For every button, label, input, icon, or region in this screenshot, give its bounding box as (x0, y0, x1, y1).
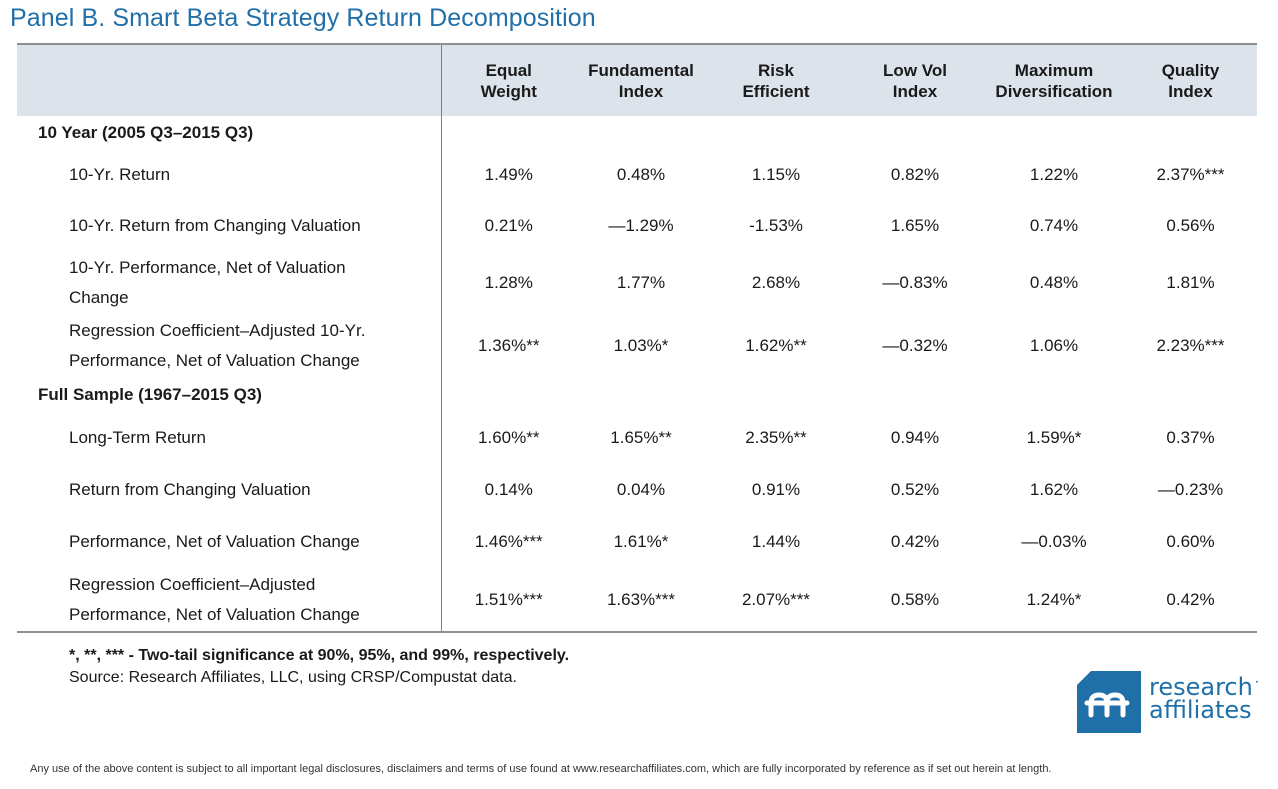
column-header: Maximum Diversification (995, 60, 1113, 101)
row-label: Regression Coefficient–Adjusted 10-Yr. Pe… (17, 314, 442, 378)
table-row: Long-Term Return 1.60%** 1.65%** 2.35%**… (17, 412, 1257, 464)
row-label: 10-Yr. Return from Changing Valuation (17, 200, 442, 251)
row-label: Regression Coefficient–Adjusted Performan… (17, 568, 442, 632)
section-header-row: 10 Year (2005 Q3–2015 Q3) (17, 116, 1257, 150)
table-cell: 0.74% (1029, 215, 1079, 235)
table-cell: 1.65% (890, 215, 940, 235)
table-row: 10-Yr. Return from Changing Valuation 0.… (17, 200, 1257, 251)
table-header-row: Equal Weight Fundamental Index Risk Efficie… (17, 44, 1257, 116)
table-cell: 1.51%*** (474, 589, 543, 609)
table-cell: 2.23%*** (1156, 336, 1225, 355)
table-cell: 1.77% (616, 272, 666, 292)
row-label: Long-Term Return (17, 412, 442, 464)
table-cell: 0.42% (890, 532, 940, 551)
table-cell: 2.07%*** (741, 589, 811, 609)
table-row: 10-Yr. Performance, Net of Valuation Chan… (17, 251, 1257, 314)
row-label: 10-Yr. Performance, Net of Valuation Chan… (17, 251, 442, 314)
column-header: Low Vol Index (883, 60, 947, 101)
table-row: Return from Changing Valuation 0.14% 0.0… (17, 464, 1257, 516)
table-cell: —1.29% (608, 215, 674, 235)
table-cell: 1.81% (1166, 272, 1215, 292)
table-row: Performance, Net of Valuation Change 1.4… (17, 516, 1257, 568)
table-cell: 0.14% (484, 480, 533, 499)
table-cell: —0.83% (882, 272, 948, 292)
table-cell: 1.49% (484, 165, 533, 184)
table-cell: 1.62%** (745, 336, 807, 355)
column-header: Risk Efficient (742, 60, 810, 101)
table-row: Regression Coefficient–Adjusted Performan… (17, 568, 1257, 632)
table-cell: 1.44% (751, 532, 801, 551)
table-cell: 1.59%* (1026, 428, 1082, 447)
table-cell: 2.35%** (745, 428, 807, 447)
table-cell: —0.23% (1157, 480, 1224, 499)
table-cell: —0.03% (1021, 532, 1087, 551)
table-cell: 1.60%** (478, 428, 540, 447)
table-cell: 1.24%* (1026, 589, 1082, 609)
table-cell: 1.65%** (610, 428, 672, 447)
row-label: Return from Changing Valuation (17, 464, 442, 516)
column-header: Equal Weight (480, 60, 537, 101)
table-cell: 0.60% (1166, 532, 1215, 551)
table-cell: 0.37% (1166, 428, 1215, 447)
legal-disclaimer: Any use of the above content is subject … (30, 763, 1052, 775)
table-cell: 1.46%*** (474, 532, 543, 551)
table-cell: 2.68% (751, 272, 801, 292)
source-note: Source: Research Affiliates, LLC, using … (69, 669, 517, 686)
table-cell: 0.48% (616, 165, 666, 184)
page-title: Panel B. Smart Beta Strategy Return Deco… (10, 4, 596, 32)
table-cell: —0.32% (882, 336, 948, 355)
footnote: *, **, *** - Two-tail significance at 90… (69, 645, 569, 689)
row-label: Performance, Net of Valuation Change (17, 516, 442, 568)
data-table: Equal Weight Fundamental Index Risk Efficie… (17, 43, 1257, 633)
table-cell: 1.15% (751, 165, 801, 184)
table-row: Regression Coefficient–Adjusted 10-Yr. Pe… (17, 314, 1257, 378)
table-cell: -1.53% (749, 215, 803, 235)
table-cell: 0.56% (1166, 215, 1215, 235)
table-cell: 1.63%*** (606, 589, 676, 609)
table-cell: 0.04% (616, 480, 666, 499)
table-cell: 0.94% (890, 428, 940, 447)
row-label: 10-Yr. Return (17, 150, 442, 200)
table-cell: 1.28% (484, 272, 533, 292)
table-row: 10-Yr. Return 1.49% 0.48% 1.15% 0.82% 1.… (17, 150, 1257, 200)
section-title: Full Sample (1967–2015 Q3) (17, 378, 442, 412)
column-header: Quality Index (1161, 60, 1220, 101)
table-cell: 1.06% (1029, 336, 1079, 355)
table-cell: 1.36%** (478, 336, 540, 355)
column-header: Fundamental Index (588, 60, 694, 101)
logo-wordmark: research˙ affiliates (1149, 673, 1261, 724)
table-cell: 1.61%* (613, 532, 669, 551)
table-cell: 0.91% (751, 480, 801, 499)
significance-note: *, **, *** - Two-tail significance at 90… (69, 647, 570, 664)
section-header-row: Full Sample (1967–2015 Q3) (17, 378, 1257, 412)
logo-mark-icon (1077, 671, 1141, 733)
section-title: 10 Year (2005 Q3–2015 Q3) (17, 116, 442, 150)
table-cell: 0.42% (1166, 589, 1215, 609)
table-cell: 1.62% (1029, 480, 1079, 499)
table-cell: 0.21% (484, 215, 533, 235)
table-cell: 0.82% (890, 165, 940, 184)
header-empty-cell (17, 44, 442, 116)
research-affiliates-logo: research˙ affiliates (1077, 671, 1262, 733)
table-cell: 0.58% (890, 589, 940, 609)
table-cell: 0.48% (1029, 272, 1079, 292)
table-cell: 1.22% (1029, 165, 1079, 184)
table-cell: 2.37%*** (1156, 165, 1225, 184)
table-cell: 1.03%* (613, 336, 669, 355)
table-cell: 0.52% (890, 480, 940, 499)
data-table-container: Equal Weight Fundamental Index Risk Efficie… (17, 43, 1257, 633)
